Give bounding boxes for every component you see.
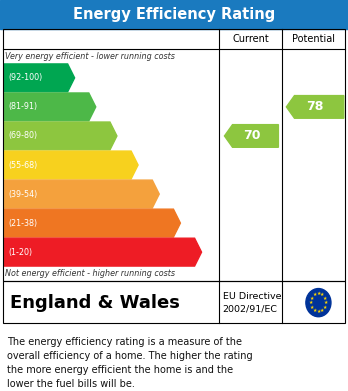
Polygon shape <box>4 151 138 179</box>
Text: F: F <box>181 215 191 231</box>
Text: ★: ★ <box>320 292 325 298</box>
Bar <box>0 0 348 29</box>
Polygon shape <box>4 122 117 150</box>
Text: ★: ★ <box>312 292 317 298</box>
Text: B: B <box>96 99 108 115</box>
Text: England & Wales: England & Wales <box>10 294 180 312</box>
Text: (81-91): (81-91) <box>8 102 38 111</box>
Text: (92-100): (92-100) <box>8 74 42 83</box>
Text: (1-20): (1-20) <box>8 248 32 256</box>
Polygon shape <box>224 125 278 147</box>
Text: (39-54): (39-54) <box>8 190 38 199</box>
Bar <box>3 281 345 323</box>
Polygon shape <box>4 93 96 121</box>
Text: D: D <box>139 158 151 172</box>
Text: Potential: Potential <box>292 34 335 44</box>
Text: ★: ★ <box>308 300 313 305</box>
Polygon shape <box>4 209 180 237</box>
Polygon shape <box>4 238 201 266</box>
Text: E: E <box>160 187 170 201</box>
Text: (21-38): (21-38) <box>8 219 38 228</box>
Text: ★: ★ <box>320 308 325 313</box>
Text: ★: ★ <box>309 296 314 301</box>
Text: Not energy efficient - higher running costs: Not energy efficient - higher running co… <box>5 269 175 278</box>
Text: 2002/91/EC: 2002/91/EC <box>223 305 278 314</box>
Text: Current: Current <box>232 34 269 44</box>
Text: 78: 78 <box>307 100 324 113</box>
Text: 70: 70 <box>243 129 260 142</box>
Text: Very energy efficient - lower running costs: Very energy efficient - lower running co… <box>5 52 175 61</box>
Text: ★: ★ <box>309 305 314 310</box>
Text: ★: ★ <box>323 305 327 310</box>
Text: The energy efficiency rating is a measure of the
overall efficiency of a home. T: The energy efficiency rating is a measur… <box>7 337 253 389</box>
Text: (55-68): (55-68) <box>8 160 38 170</box>
Text: G: G <box>202 245 215 260</box>
Polygon shape <box>286 95 344 118</box>
Text: Energy Efficiency Rating: Energy Efficiency Rating <box>73 7 275 22</box>
Text: A: A <box>75 70 87 85</box>
Text: (69-80): (69-80) <box>8 131 38 140</box>
Bar <box>3 29 345 281</box>
Text: ★: ★ <box>312 308 317 313</box>
Text: ★: ★ <box>324 300 329 305</box>
Text: ★: ★ <box>316 291 321 296</box>
Polygon shape <box>4 180 159 208</box>
Polygon shape <box>4 64 74 92</box>
Text: ★: ★ <box>316 309 321 314</box>
Text: ★: ★ <box>323 296 327 301</box>
Text: EU Directive: EU Directive <box>223 292 281 301</box>
Circle shape <box>306 289 331 317</box>
Text: C: C <box>118 129 129 143</box>
